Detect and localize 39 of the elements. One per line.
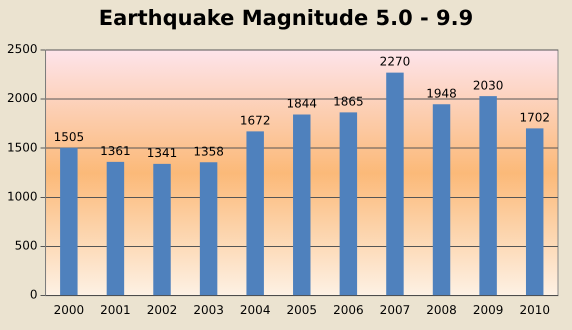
bar <box>340 112 358 296</box>
x-tick-label: 2007 <box>380 302 410 317</box>
data-label: 1358 <box>193 144 224 158</box>
y-tick-label: 2000 <box>6 91 38 106</box>
x-tick-label: 2009 <box>472 302 504 317</box>
x-tick-label: 2005 <box>286 302 318 317</box>
x-tick-label: 2001 <box>100 302 131 317</box>
x-tick-label: 2010 <box>519 302 550 317</box>
y-tick-label: 500 <box>14 238 38 253</box>
data-label: 2270 <box>380 54 410 69</box>
x-tick-label: 2004 <box>240 302 270 317</box>
x-tick-label: 2003 <box>193 302 224 317</box>
data-label: 1844 <box>286 96 318 111</box>
data-label: 1702 <box>519 110 550 125</box>
x-tick-label: 2006 <box>333 302 364 317</box>
bar <box>246 131 264 296</box>
data-label: 1505 <box>54 130 84 144</box>
data-label: 2030 <box>472 78 504 92</box>
bar <box>432 104 450 296</box>
x-tick-label: 2000 <box>54 302 84 317</box>
data-label: 1341 <box>146 146 178 160</box>
x-tick-label: 2002 <box>146 302 178 317</box>
bar <box>106 162 124 296</box>
bar <box>526 128 544 296</box>
y-tick-label: 1500 <box>6 140 38 154</box>
bar <box>60 148 78 296</box>
y-tick-label: 1000 <box>6 189 38 204</box>
bar <box>479 96 497 296</box>
data-label: 1948 <box>426 86 457 100</box>
bar <box>200 162 218 296</box>
bar <box>293 114 311 296</box>
data-label: 1361 <box>100 144 131 158</box>
y-tick-label: 2500 <box>6 42 38 56</box>
bar <box>386 72 404 296</box>
y-tick-label: 0 <box>30 288 38 302</box>
data-label: 1672 <box>240 113 270 128</box>
bar <box>153 164 171 296</box>
chart-title: Earthquake Magnitude 5.0 - 9.9 <box>98 6 474 30</box>
x-tick-label: 2008 <box>426 302 457 317</box>
